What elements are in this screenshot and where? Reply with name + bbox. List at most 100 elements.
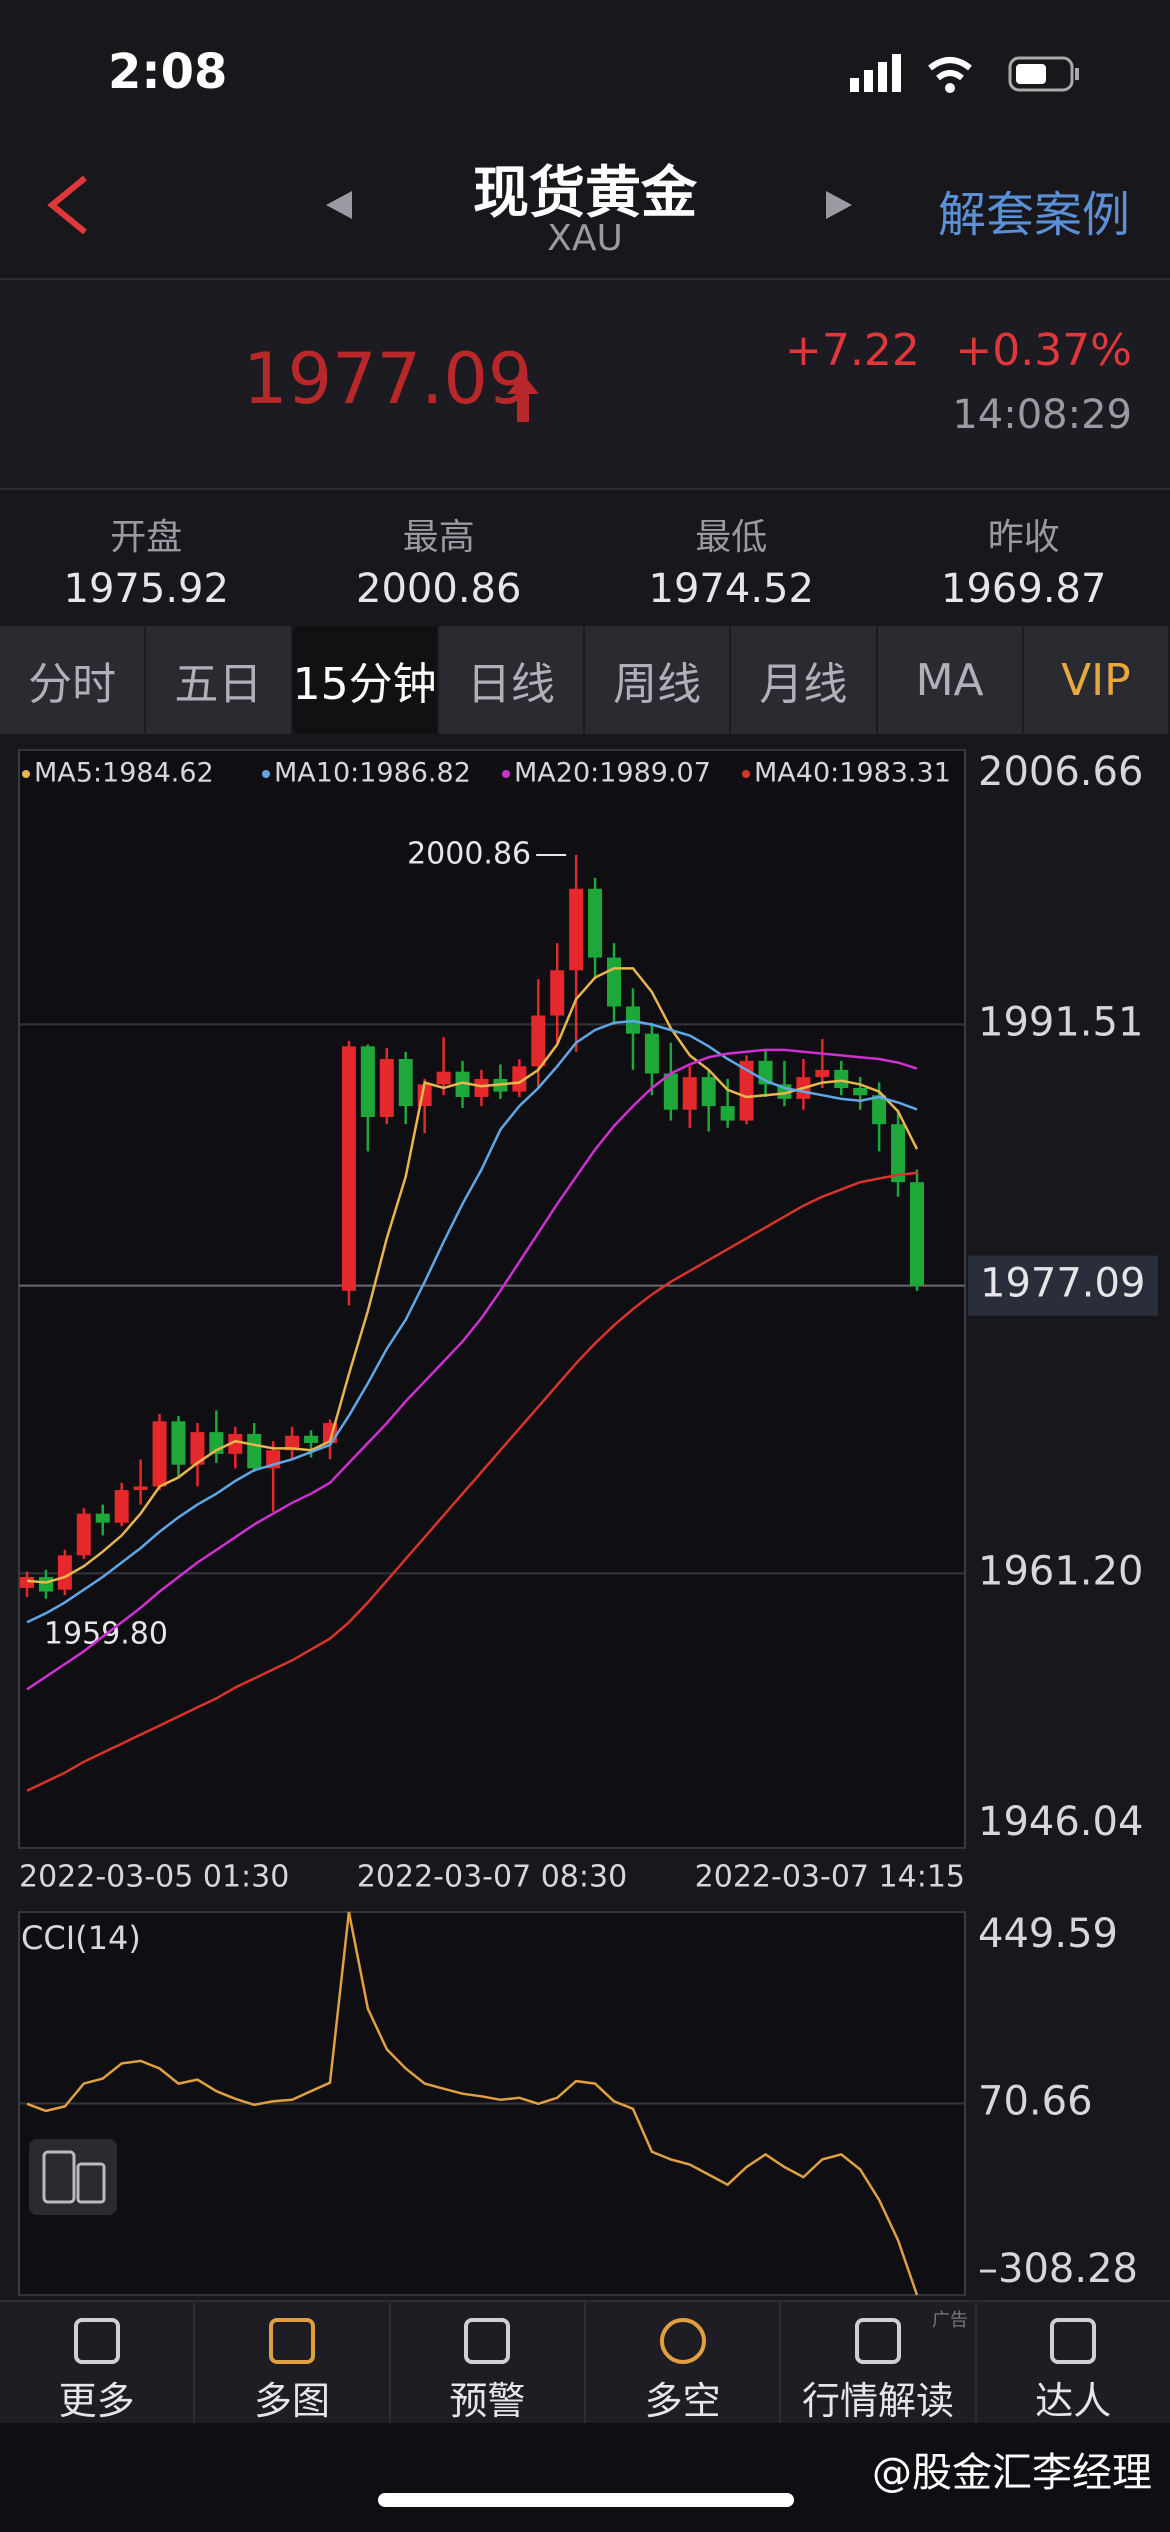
bottom-nav: 更多 多图 预警 多空 行情解读 达人: [0, 2300, 1170, 2423]
candle-body: [531, 1015, 546, 1067]
stat-value: 1974.52: [648, 566, 814, 612]
candle-body: [455, 1071, 470, 1098]
candle-body: [701, 1077, 716, 1107]
legend-dot: [22, 770, 30, 778]
subtitle: XAU: [547, 218, 623, 259]
nav-label: 预警: [449, 2379, 526, 2423]
nav-item[interactable]: 预警: [391, 2302, 586, 2423]
nav-label: 行情解读: [801, 2379, 954, 2423]
candle-body: [644, 1033, 659, 1074]
nav-icon: [659, 2318, 706, 2364]
candle-body: [739, 1060, 754, 1121]
nav-icon: [268, 2318, 315, 2364]
candle-body: [910, 1182, 924, 1286]
stat: 昨收 1969.87: [878, 490, 1170, 612]
stat-label: 最高: [402, 517, 475, 558]
tab[interactable]: 月线: [731, 626, 878, 734]
stat: 最低 1974.52: [585, 490, 878, 612]
legend-dot: [742, 770, 750, 778]
legend-label: MA40:1983.31: [754, 758, 951, 789]
legend-label: MA10:1986.82: [274, 758, 471, 789]
candle-body: [550, 970, 565, 1016]
legend-dot: [502, 770, 510, 778]
x-label: 2022-03-07 08:30: [357, 1860, 627, 1895]
candle-body: [190, 1432, 205, 1465]
plot-area: [18, 749, 966, 1849]
change: +7.22: [785, 325, 920, 376]
stat-label: 最低: [695, 517, 768, 558]
quote-time: 14:08:29: [952, 392, 1132, 438]
candle-body: [341, 1046, 356, 1291]
nav-item[interactable]: 行情解读: [781, 2302, 977, 2423]
nav-item[interactable]: 多图: [195, 2302, 391, 2423]
ma-line: [26, 1171, 918, 1792]
tabs: 分时 五日 15分钟 日线 周线 月线 MA VIP: [0, 626, 1170, 734]
nav-label: 多空: [644, 2379, 721, 2423]
stat-label: 开盘: [110, 517, 183, 558]
nav-item[interactable]: 多空: [586, 2302, 782, 2423]
action-link[interactable]: 解套案例: [937, 187, 1130, 243]
y-tick-label: 2006.66: [978, 749, 1143, 795]
candle-body: [436, 1071, 451, 1085]
candle-body: [76, 1513, 91, 1556]
tab[interactable]: 五日: [146, 626, 293, 734]
candle-body: [398, 1059, 413, 1107]
candle-body: [114, 1490, 129, 1523]
candle-body: [285, 1435, 300, 1451]
tab[interactable]: 分时: [0, 626, 147, 734]
title: 现货黄金: [473, 161, 697, 226]
nav-icon: [464, 2318, 511, 2364]
legend-label: MA5:1984.62: [34, 758, 214, 789]
stat-value: 1975.92: [63, 566, 229, 612]
nav-item[interactable]: 达人: [977, 2302, 1170, 2423]
candle-body: [20, 1577, 34, 1588]
nav-label: 更多: [58, 2379, 135, 2423]
candle-body: [379, 1059, 394, 1117]
candle-body: [588, 888, 603, 958]
nav-icon: [1050, 2318, 1097, 2364]
stat: 最高 2000.86: [293, 490, 586, 612]
y-tick-label: –308.28: [978, 2246, 1138, 2292]
nav-label: 达人: [1035, 2379, 1112, 2423]
candle-body: [171, 1421, 186, 1465]
candle-body: [133, 1486, 148, 1491]
y-tick-label: 70.66: [978, 2078, 1093, 2124]
stat-label: 昨收: [987, 517, 1060, 558]
high-label: 2000.86: [407, 837, 531, 872]
cci-title: CCI(14): [21, 1919, 141, 1957]
candle-body: [38, 1577, 53, 1592]
candle-body: [663, 1073, 678, 1110]
candle-body: [247, 1433, 262, 1469]
y-tick-label: 1946.04: [978, 1799, 1143, 1845]
back-button[interactable]: [40, 170, 100, 240]
nav-icon: [73, 2318, 120, 2364]
nav-icon: [854, 2318, 901, 2364]
nav-label: 多图: [253, 2379, 330, 2423]
candle-body: [720, 1106, 735, 1121]
tab[interactable]: MA: [878, 626, 1024, 734]
tab[interactable]: 周线: [585, 626, 732, 734]
tab[interactable]: VIP: [1024, 626, 1170, 734]
candle-body: [95, 1513, 110, 1523]
nav-item[interactable]: 更多: [0, 2302, 196, 2423]
ma-line: [26, 1019, 918, 1624]
tab[interactable]: 15分钟: [292, 626, 439, 734]
ad-tag: 广告: [932, 2310, 968, 2331]
candle-body: [682, 1077, 697, 1110]
tab[interactable]: 日线: [439, 626, 585, 734]
prev-button[interactable]: [320, 185, 360, 225]
candle-body: [834, 1069, 849, 1088]
home-indicator: [378, 2493, 794, 2507]
cci-line: [26, 1911, 919, 2296]
x-label: 2022-03-07 14:15: [695, 1860, 965, 1895]
price: 1977.09: [243, 338, 533, 420]
stat-value: 1969.87: [941, 566, 1107, 612]
next-button[interactable]: [818, 185, 858, 225]
status-icons: [850, 54, 1079, 93]
stat: 开盘 1975.92: [0, 490, 293, 612]
legend-label: MA20:1989.07: [514, 758, 711, 789]
last-price-box: [968, 1255, 1158, 1316]
ma-line: [26, 967, 919, 1584]
candle-body: [815, 1069, 830, 1078]
status-time: 2:08: [108, 44, 228, 100]
